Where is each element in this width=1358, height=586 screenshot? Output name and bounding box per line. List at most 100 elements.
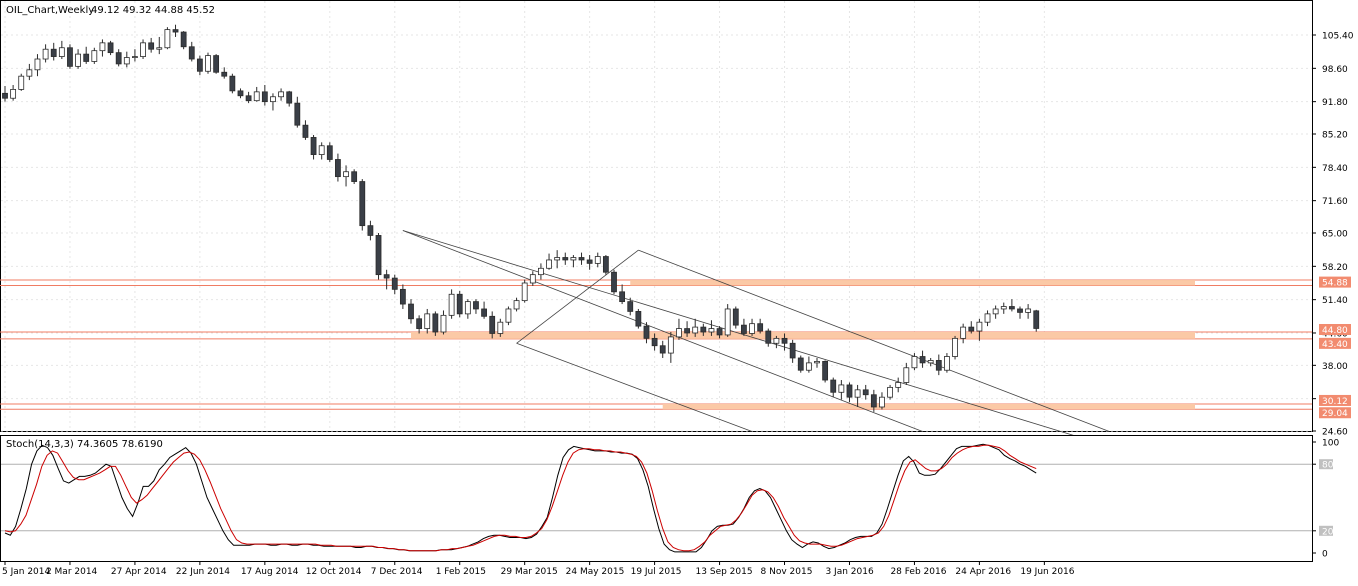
candle-body-down bbox=[602, 256, 609, 273]
candle bbox=[172, 24, 179, 37]
x-tick-label: 8 Nov 2015 bbox=[761, 567, 813, 577]
candle bbox=[1025, 304, 1032, 319]
x-tick-label: 24 Apr 2016 bbox=[955, 567, 1011, 577]
candle-body-down bbox=[261, 91, 268, 103]
candle bbox=[132, 49, 138, 62]
candle-body-up bbox=[464, 301, 471, 315]
price-label-text: 44.80 bbox=[1322, 326, 1348, 336]
candle bbox=[245, 91, 252, 104]
candle bbox=[383, 269, 390, 290]
candle-body-up bbox=[692, 326, 699, 334]
candle bbox=[846, 382, 853, 403]
candle bbox=[879, 392, 885, 410]
candle bbox=[976, 318, 983, 341]
candle-body-up bbox=[424, 313, 431, 329]
price-label-text: 30.12 bbox=[1322, 397, 1348, 407]
candle bbox=[1033, 309, 1040, 332]
stoch-tick-label: 20 bbox=[1322, 527, 1334, 537]
candle-body-down bbox=[846, 384, 853, 398]
candle-body-up bbox=[253, 91, 260, 102]
stoch-title: Stoch(14,3,3) 74.3605 78.6190 bbox=[6, 439, 163, 450]
candle-body-down bbox=[302, 124, 309, 138]
candle bbox=[895, 377, 902, 393]
candle bbox=[456, 290, 463, 318]
candle bbox=[594, 252, 601, 268]
candle bbox=[253, 86, 260, 102]
trendline[interactable] bbox=[516, 249, 639, 344]
candle-body-up bbox=[34, 58, 41, 71]
candle bbox=[716, 326, 723, 339]
candle bbox=[83, 46, 90, 64]
candle bbox=[1017, 306, 1023, 319]
candle-body-down bbox=[326, 145, 333, 160]
candle-body-down bbox=[188, 46, 195, 60]
candle bbox=[619, 284, 626, 305]
stoch-levels bbox=[1, 463, 1312, 532]
candle bbox=[180, 31, 187, 50]
candle-body-up bbox=[10, 89, 17, 99]
candle bbox=[294, 96, 301, 128]
candle-body-down bbox=[383, 274, 390, 279]
stoch-level-box bbox=[1319, 525, 1333, 536]
candle bbox=[205, 52, 211, 74]
candle bbox=[822, 360, 829, 383]
y-tick-label: 78.40 bbox=[1322, 164, 1348, 174]
price-label-text: 54.88 bbox=[1322, 279, 1348, 289]
candle bbox=[1008, 299, 1015, 312]
candle-body-down bbox=[375, 235, 382, 276]
candle-body-down bbox=[1008, 306, 1015, 310]
candle bbox=[513, 297, 520, 312]
candle bbox=[643, 322, 650, 344]
y-tick-label: 71.60 bbox=[1322, 197, 1348, 207]
stoch-plot-frame bbox=[0, 435, 1313, 562]
candle bbox=[1000, 302, 1007, 314]
candle bbox=[952, 335, 958, 360]
candle-body-up bbox=[992, 308, 999, 315]
stoch-signal-line bbox=[4, 444, 1037, 552]
trendline[interactable] bbox=[516, 342, 753, 432]
support-resistance-zone bbox=[411, 332, 1195, 339]
candle-body-down bbox=[172, 29, 179, 33]
candle-body-up bbox=[554, 257, 561, 261]
candle-body-down bbox=[83, 53, 90, 62]
stoch-axis: 100 80 20 0 bbox=[1312, 439, 1339, 560]
candle-body-up bbox=[1000, 306, 1007, 310]
x-tick-label: 27 Apr 2014 bbox=[111, 567, 167, 577]
candle bbox=[651, 333, 658, 351]
stoch-tick-label: 0 bbox=[1322, 550, 1328, 560]
candle bbox=[927, 357, 934, 367]
candle-body-down bbox=[335, 159, 341, 178]
candle-body-down bbox=[635, 311, 642, 327]
candle-body-down bbox=[2, 92, 8, 99]
candle bbox=[659, 340, 666, 358]
candle bbox=[115, 49, 122, 67]
candle bbox=[367, 220, 374, 241]
candle bbox=[229, 73, 236, 94]
candle-body-up bbox=[854, 389, 861, 398]
candle-body-down bbox=[862, 389, 869, 396]
candle-body-up bbox=[538, 267, 544, 276]
candle-body-up bbox=[521, 282, 528, 302]
candle-body-up bbox=[594, 256, 601, 264]
candle-body-up bbox=[1025, 308, 1032, 313]
candle bbox=[270, 93, 276, 111]
candle-body-up bbox=[440, 314, 447, 333]
trendline[interactable] bbox=[402, 230, 923, 432]
candle-body-down bbox=[399, 288, 406, 305]
candle bbox=[611, 269, 617, 295]
candle bbox=[58, 40, 65, 60]
candle-body-up bbox=[667, 336, 674, 354]
candle-body-up bbox=[708, 328, 715, 333]
candle-body-down bbox=[481, 308, 487, 317]
price-label-box bbox=[1319, 407, 1351, 419]
candle bbox=[627, 297, 634, 316]
candle bbox=[692, 318, 699, 337]
candle bbox=[724, 304, 731, 337]
candle bbox=[505, 306, 512, 326]
trendline[interactable] bbox=[638, 249, 1110, 432]
candle bbox=[2, 85, 8, 102]
candle bbox=[42, 44, 49, 63]
candle bbox=[968, 321, 975, 334]
